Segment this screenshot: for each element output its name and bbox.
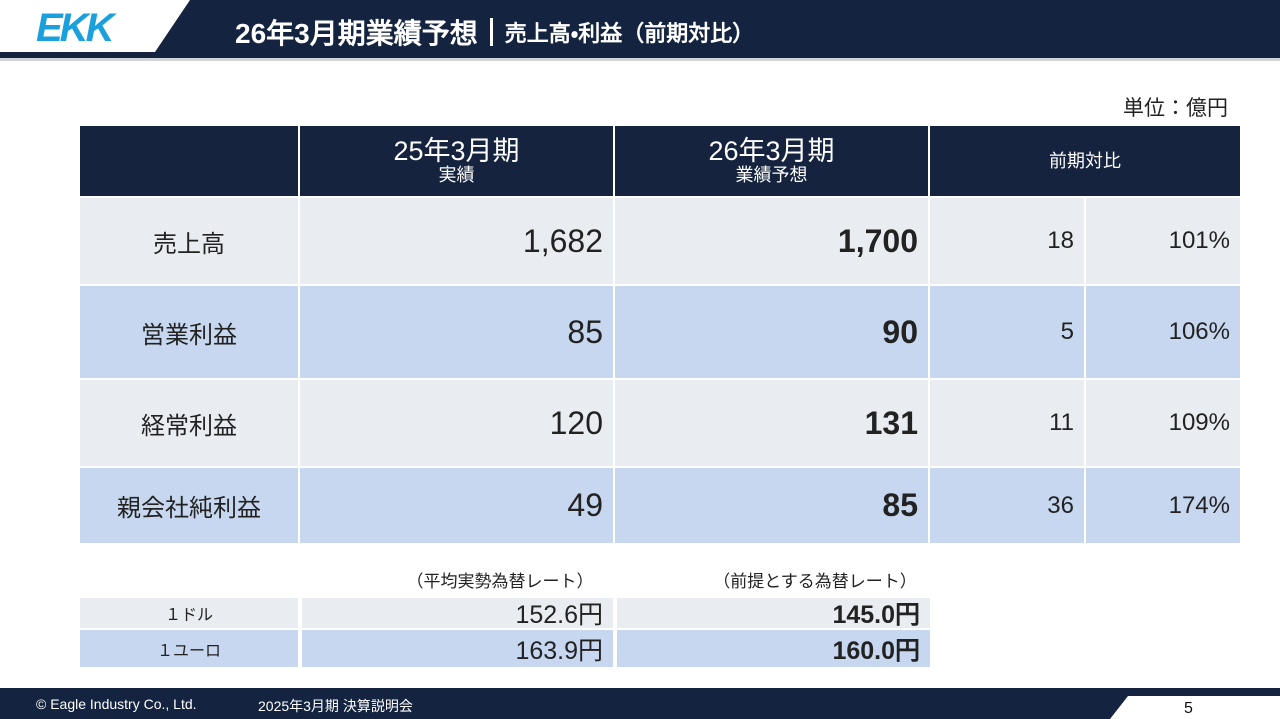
row-label: 売上高 [80, 198, 298, 284]
event: 2025年3月期 決算説明会 [258, 698, 413, 714]
header-top: 25年3月期 [393, 136, 520, 167]
rate-value: 163.9円 [302, 630, 613, 667]
value-cell: 85 [615, 468, 928, 543]
value-cell: 36 [930, 468, 1084, 543]
value-cell: 18 [930, 198, 1084, 284]
title-main: 26年3月期業績予想 [235, 18, 478, 49]
copyright: © Eagle Industry Co., Ltd. [36, 696, 197, 712]
rate-note: （前提とする為替レート） [713, 571, 917, 591]
value-cell: 174% [1086, 468, 1240, 543]
header-top: 26年3月期 [708, 136, 835, 167]
header-cell: 25年3月期 実績 [300, 126, 613, 196]
value-cell: 101% [1086, 198, 1240, 284]
title: 26年3月期業績予想 売上高・利益（前期対比） [235, 12, 754, 52]
header-cell: 前期対比 [930, 126, 1240, 196]
value-cell: 11 [930, 380, 1084, 466]
rate-label: １ユーロ [80, 630, 298, 667]
value-cell: 131 [615, 380, 928, 466]
row-label: 経常利益 [80, 380, 298, 466]
header-bottom: 業績予想 [735, 164, 808, 185]
rate-value: 152.6円 [302, 598, 613, 629]
value-cell: 109% [1086, 380, 1240, 466]
rate-note: （平均実勢為替レート） [406, 571, 594, 591]
logo-area [0, 0, 190, 52]
header-cell: 26年3月期 業績予想 [615, 126, 928, 196]
row-label: 親会社純利益 [80, 468, 298, 543]
value-cell: 49 [300, 468, 613, 543]
page-number: 5 [1184, 700, 1193, 717]
title-sub: 売上高・利益（前期対比） [504, 21, 755, 46]
row-label: 営業利益 [80, 286, 298, 378]
header-bottom: 実績 [438, 164, 475, 185]
value-cell: 90 [615, 286, 928, 378]
header-bar [0, 0, 1280, 58]
unit: 単位：億円 [1123, 97, 1228, 120]
value-cell: 5 [930, 286, 1084, 378]
value-cell: 85 [300, 286, 613, 378]
value-cell: 1,700 [615, 198, 928, 284]
rate-label: １ドル [80, 598, 298, 628]
header-top: 前期対比 [1049, 150, 1121, 171]
value-cell: 1,682 [300, 198, 613, 284]
rate-value: 145.0円 [617, 598, 930, 629]
value-cell: 120 [300, 380, 613, 466]
footer-bar [0, 688, 1280, 719]
rate-value: 160.0円 [617, 630, 930, 667]
header-rule [0, 58, 1280, 61]
header-cell [80, 126, 298, 196]
separator [489, 18, 493, 46]
logo: EKK [36, 6, 114, 50]
value-cell: 106% [1086, 286, 1240, 378]
footer-tab [1110, 696, 1280, 719]
